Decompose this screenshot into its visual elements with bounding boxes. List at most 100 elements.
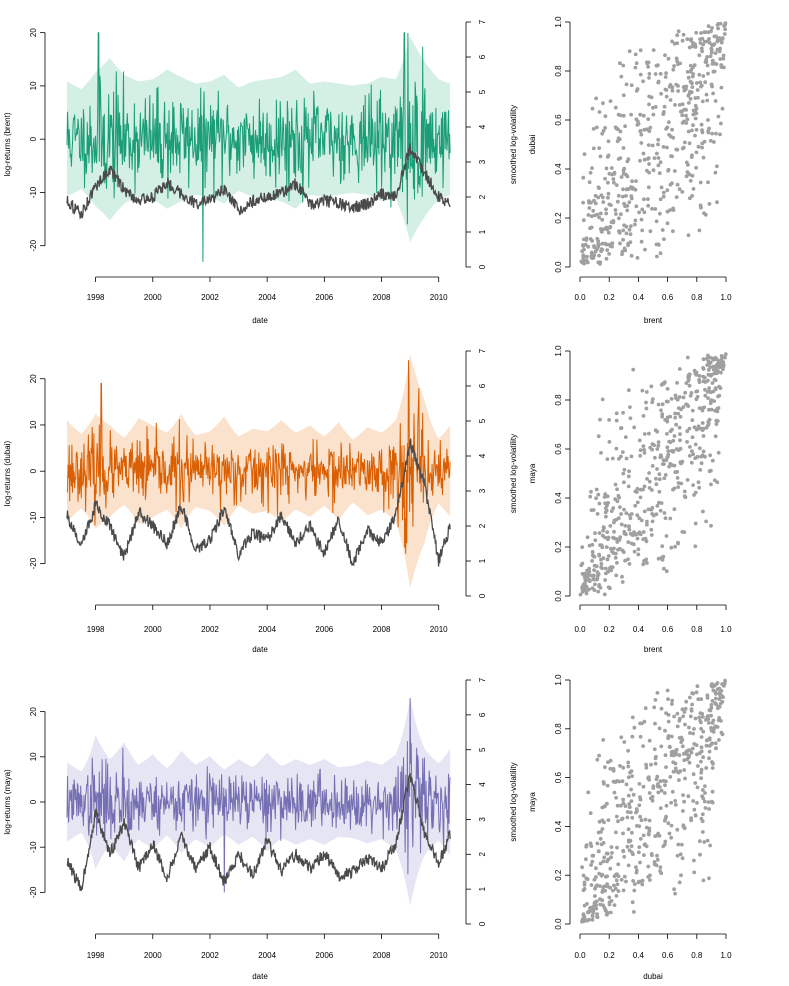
scatter-point <box>583 918 587 922</box>
scatter-point <box>676 62 680 67</box>
y-tick-label: 10 <box>29 81 38 90</box>
scatter-point <box>697 378 701 382</box>
scatter-point <box>635 87 640 91</box>
scatter-point <box>630 850 634 855</box>
scatter-point <box>625 810 630 814</box>
scatter-point <box>621 237 625 242</box>
scatter-point <box>581 261 586 265</box>
scatter-point <box>683 706 688 711</box>
scatter-point <box>650 519 655 524</box>
x-tick-label: 2010 <box>430 293 448 302</box>
scatter-point <box>701 434 706 438</box>
scatter-point <box>669 734 674 739</box>
scatter-point <box>690 702 694 707</box>
returns-series-line <box>66 360 451 554</box>
scatter-point <box>617 456 621 461</box>
scatter-point <box>682 710 687 714</box>
scatter-point <box>665 432 669 436</box>
scatter-point <box>659 91 663 96</box>
scatter-point <box>683 140 687 145</box>
scatter-point <box>681 145 686 150</box>
x-tick-label: 2010 <box>430 951 448 960</box>
scatter-point <box>700 49 704 54</box>
scatter-point <box>645 477 649 481</box>
scatter-point <box>618 764 622 768</box>
scatter-point <box>612 520 616 525</box>
scatter-point <box>684 174 689 179</box>
returns-series-line <box>66 32 451 262</box>
scatter-point <box>602 495 607 499</box>
scatter-point <box>652 156 657 161</box>
scatter-point <box>653 721 657 726</box>
scatter-point <box>631 367 636 372</box>
scatter-point <box>701 357 706 362</box>
scatter-point <box>669 835 674 840</box>
scatter-point <box>709 703 714 707</box>
scatter-point <box>646 197 650 202</box>
y2-tick-label: 1 <box>478 886 487 891</box>
scatter-point <box>621 228 626 233</box>
scatter-point <box>584 843 589 848</box>
scatter-point <box>697 446 702 451</box>
scatter-point <box>710 721 715 725</box>
scatter-point <box>655 151 659 156</box>
scatter-point <box>642 447 646 452</box>
scatter-point <box>619 512 623 516</box>
scatter-point <box>608 524 613 528</box>
scatter-point <box>597 531 602 535</box>
scatter-point <box>699 697 704 701</box>
scatter-point <box>655 254 659 259</box>
y-tick-label: 20 <box>29 28 38 37</box>
scatter-point <box>719 40 724 45</box>
scatter-point <box>712 42 717 47</box>
scatter-point <box>614 411 619 416</box>
scatter-point <box>685 355 690 360</box>
scatter-point <box>597 501 602 506</box>
scatter-point <box>698 468 703 472</box>
x-tick-label: 2004 <box>258 951 276 960</box>
scatter-point <box>590 586 595 590</box>
scatter-point <box>701 449 706 454</box>
scatter-point <box>664 765 668 769</box>
scatter-point <box>627 388 631 393</box>
scatter-point <box>702 799 707 804</box>
scatter-point <box>581 253 586 257</box>
scatter-point <box>614 795 618 800</box>
scatter-point <box>621 471 626 476</box>
y2-tick-label: 3 <box>478 817 487 822</box>
scatter-point <box>604 514 608 519</box>
scatter-point <box>658 197 663 202</box>
scatter-point <box>653 207 658 211</box>
scatter-point <box>706 423 710 428</box>
scatter-point <box>677 718 682 723</box>
scatter-point <box>674 147 679 152</box>
x-tick-label: 0.2 <box>604 293 616 302</box>
scatter-point <box>673 799 678 803</box>
scatter-point <box>673 393 678 398</box>
scatter-point <box>680 190 685 194</box>
scatter-point <box>607 900 612 905</box>
scatter-point <box>661 145 666 149</box>
scatter-point <box>700 145 704 150</box>
scatter-point <box>591 853 596 858</box>
scatter-point <box>700 128 704 133</box>
scatter-point <box>723 22 727 27</box>
scatter-point <box>653 72 658 76</box>
scatter-point <box>685 70 690 74</box>
scatter-point <box>675 397 680 402</box>
scatter-point <box>641 151 646 156</box>
scatter-point <box>701 878 706 883</box>
scatter-point <box>603 566 608 571</box>
scatter-point <box>717 738 721 742</box>
scatter-point <box>589 250 594 255</box>
scatter-point <box>628 240 633 245</box>
scatter-point <box>652 443 656 448</box>
scatter-point <box>662 476 667 481</box>
scatter-point <box>656 63 660 68</box>
scatter-point <box>616 874 621 879</box>
scatter-point <box>607 440 612 444</box>
scatter-point <box>653 834 658 838</box>
scatter-point <box>597 753 601 758</box>
scatter-point <box>642 197 646 202</box>
x-tick-label: 0.4 <box>633 951 645 960</box>
